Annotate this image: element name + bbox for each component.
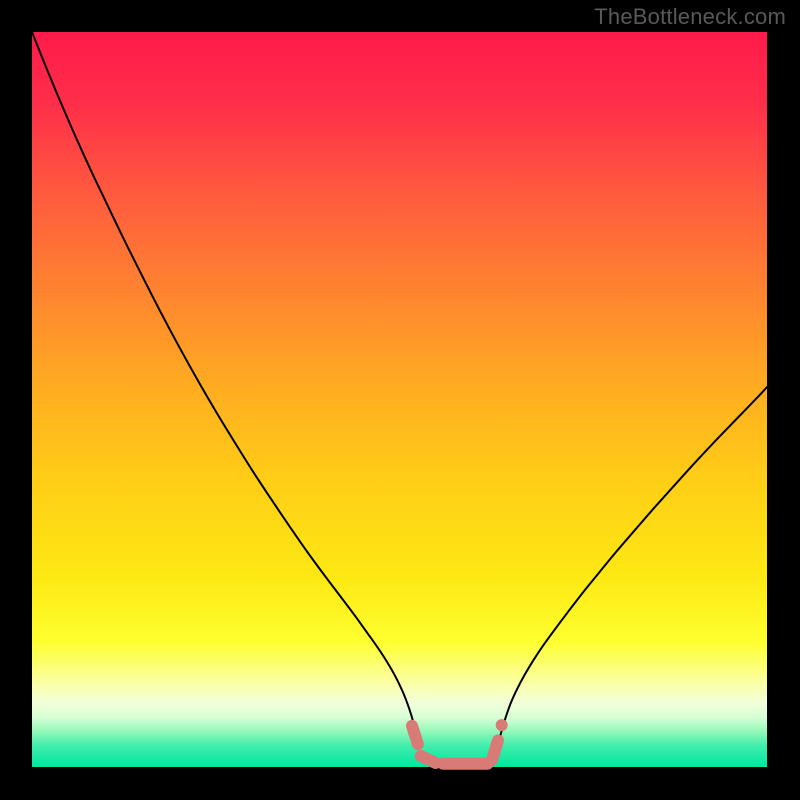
valley-accent-seg: [492, 741, 498, 760]
watermark-label: TheBottleneck.com: [594, 4, 786, 30]
chart-frame: TheBottleneck.com: [0, 0, 800, 800]
valley-accent-seg: [412, 726, 418, 744]
valley-accent-seg: [421, 756, 436, 763]
bottleneck-chart: [0, 0, 800, 800]
plot-background: [32, 32, 767, 767]
